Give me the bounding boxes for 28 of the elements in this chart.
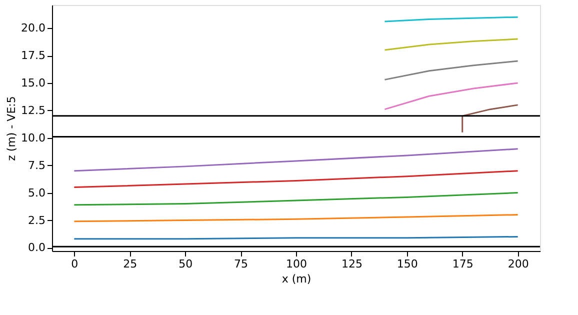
line-series [462, 104, 519, 134]
x-tick-label: 50 [178, 258, 193, 270]
x-tick-label: 0 [71, 258, 78, 270]
x-tick-label: 25 [123, 258, 138, 270]
line-series [73, 192, 519, 206]
y-tick-label: 12.5 [21, 104, 46, 117]
x-tick-label: 100 [286, 258, 307, 270]
y-tick-label: 7.5 [28, 158, 46, 172]
y-axis-title: z (m) - VE:5 [5, 96, 18, 161]
line-series [73, 148, 519, 172]
y-tick-label: 20.0 [21, 22, 46, 35]
x-tick-label: 175 [452, 258, 474, 270]
y-tick-label: 5.0 [28, 186, 46, 200]
x-tick-label: 75 [234, 258, 248, 270]
x-tick-label: 200 [508, 258, 529, 270]
line-series [73, 214, 519, 222]
line-series [384, 82, 519, 110]
y-tick-label: 10.0 [21, 131, 46, 144]
line-series [384, 60, 519, 80]
y-tick-label: 2.5 [28, 214, 46, 227]
line-series [384, 38, 519, 51]
line-series [73, 170, 519, 188]
y-tick-label: 15.0 [21, 76, 46, 90]
y-tick-label: 17.5 [21, 49, 46, 62]
x-tick-label: 150 [396, 258, 418, 270]
y-tick-label: 0.0 [28, 241, 46, 254]
x-axis-title: x (m) [282, 272, 312, 286]
x-tick-label: 125 [341, 258, 362, 270]
